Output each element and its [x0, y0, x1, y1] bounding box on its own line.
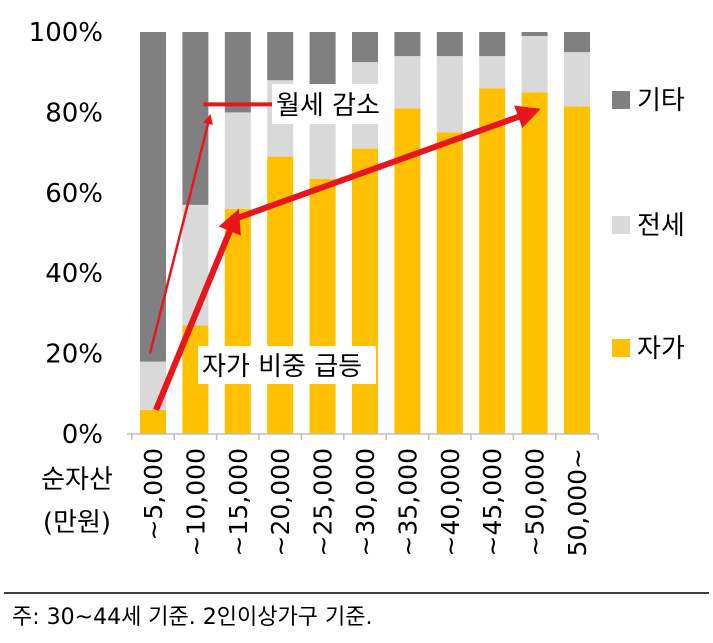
bar-segment-1-2 [224, 112, 251, 209]
legend-label: 자가 [637, 334, 685, 364]
rent-decrease-label-background [272, 84, 390, 124]
x-tick-label: ~20,000 [266, 448, 295, 556]
x-tick-label: ~35,000 [393, 448, 422, 556]
bar-segment-2-7 [436, 32, 463, 57]
bar-segment-0-8 [479, 88, 506, 434]
bar-segment-0-5 [352, 148, 378, 434]
bar-segment-2-8 [479, 32, 506, 57]
bar-segment-2-10 [564, 32, 590, 53]
bar-segment-2-5 [352, 32, 378, 63]
x-tick-label: ~15,000 [224, 448, 253, 556]
footnote-text: 주: 30~44세 기준. 2인이상가구 기준. [12, 605, 372, 630]
legend-swatch [612, 216, 630, 234]
bars-group [140, 32, 590, 435]
bar-segment-0-0 [140, 409, 166, 434]
bar-segment-2-9 [521, 32, 548, 37]
bar-segment-1-9 [521, 36, 548, 93]
legend-label: 전세 [637, 211, 685, 241]
x-tick-label: ~45,000 [478, 448, 507, 556]
bar-segment-1-7 [436, 56, 463, 133]
x-tick-label: ~40,000 [436, 448, 465, 556]
bar-segment-2-3 [267, 32, 294, 81]
x-tick-label: ~50,000 [521, 448, 550, 556]
bar-segment-1-8 [479, 56, 506, 89]
x-tick-label: 50,000~ [563, 448, 592, 556]
y-tick-label: 40% [45, 259, 103, 289]
bar-segment-0-7 [436, 132, 463, 434]
y-tick-label: 60% [45, 179, 103, 209]
x-tick-label: ~5,000 [139, 448, 168, 541]
x-tick-label: ~10,000 [181, 448, 210, 556]
own-home-surge-arrow-first-segment [153, 208, 241, 412]
y-tick-label: 100% [29, 18, 103, 48]
x-axis-unit-label: (만원) [43, 508, 111, 538]
bar-segment-0-4 [309, 178, 336, 434]
bar-segment-2-0 [140, 32, 166, 362]
x-tick-label: ~30,000 [351, 448, 380, 556]
x-tick-label: ~25,000 [309, 448, 338, 556]
own-home-surge-label-background [198, 346, 376, 384]
bar-segment-0-10 [564, 106, 590, 435]
bar-segment-1-6 [394, 56, 421, 109]
rent-decrease-label: 월세 감소 [276, 91, 380, 121]
bar-segment-2-2 [224, 32, 251, 113]
axes-group: 0% 20% 40% 60% 80% 100% ~5,000 ~10,000 ~15,000 ~2… [29, 18, 599, 556]
bar-segment-1-1 [182, 204, 209, 326]
legend: 자가 전세 기타 [612, 86, 685, 364]
x-axis-label: 순자산 [41, 465, 113, 495]
bar-segment-2-6 [394, 32, 421, 57]
y-tick-label: 80% [45, 98, 103, 128]
legend-label: 기타 [637, 86, 685, 116]
legend-swatch [612, 339, 630, 357]
bar-segment-0-2 [224, 208, 251, 434]
bar-segment-1-10 [564, 52, 590, 107]
rent-decrease-arrow [148, 114, 213, 354]
bar-segment-2-4 [309, 32, 336, 85]
y-tick-label: 0% [62, 420, 103, 450]
legend-swatch [612, 91, 630, 109]
own-home-surge-label: 자가 비중 급등 [202, 352, 362, 382]
bar-segment-0-9 [521, 92, 548, 435]
y-tick-label: 20% [45, 340, 103, 370]
